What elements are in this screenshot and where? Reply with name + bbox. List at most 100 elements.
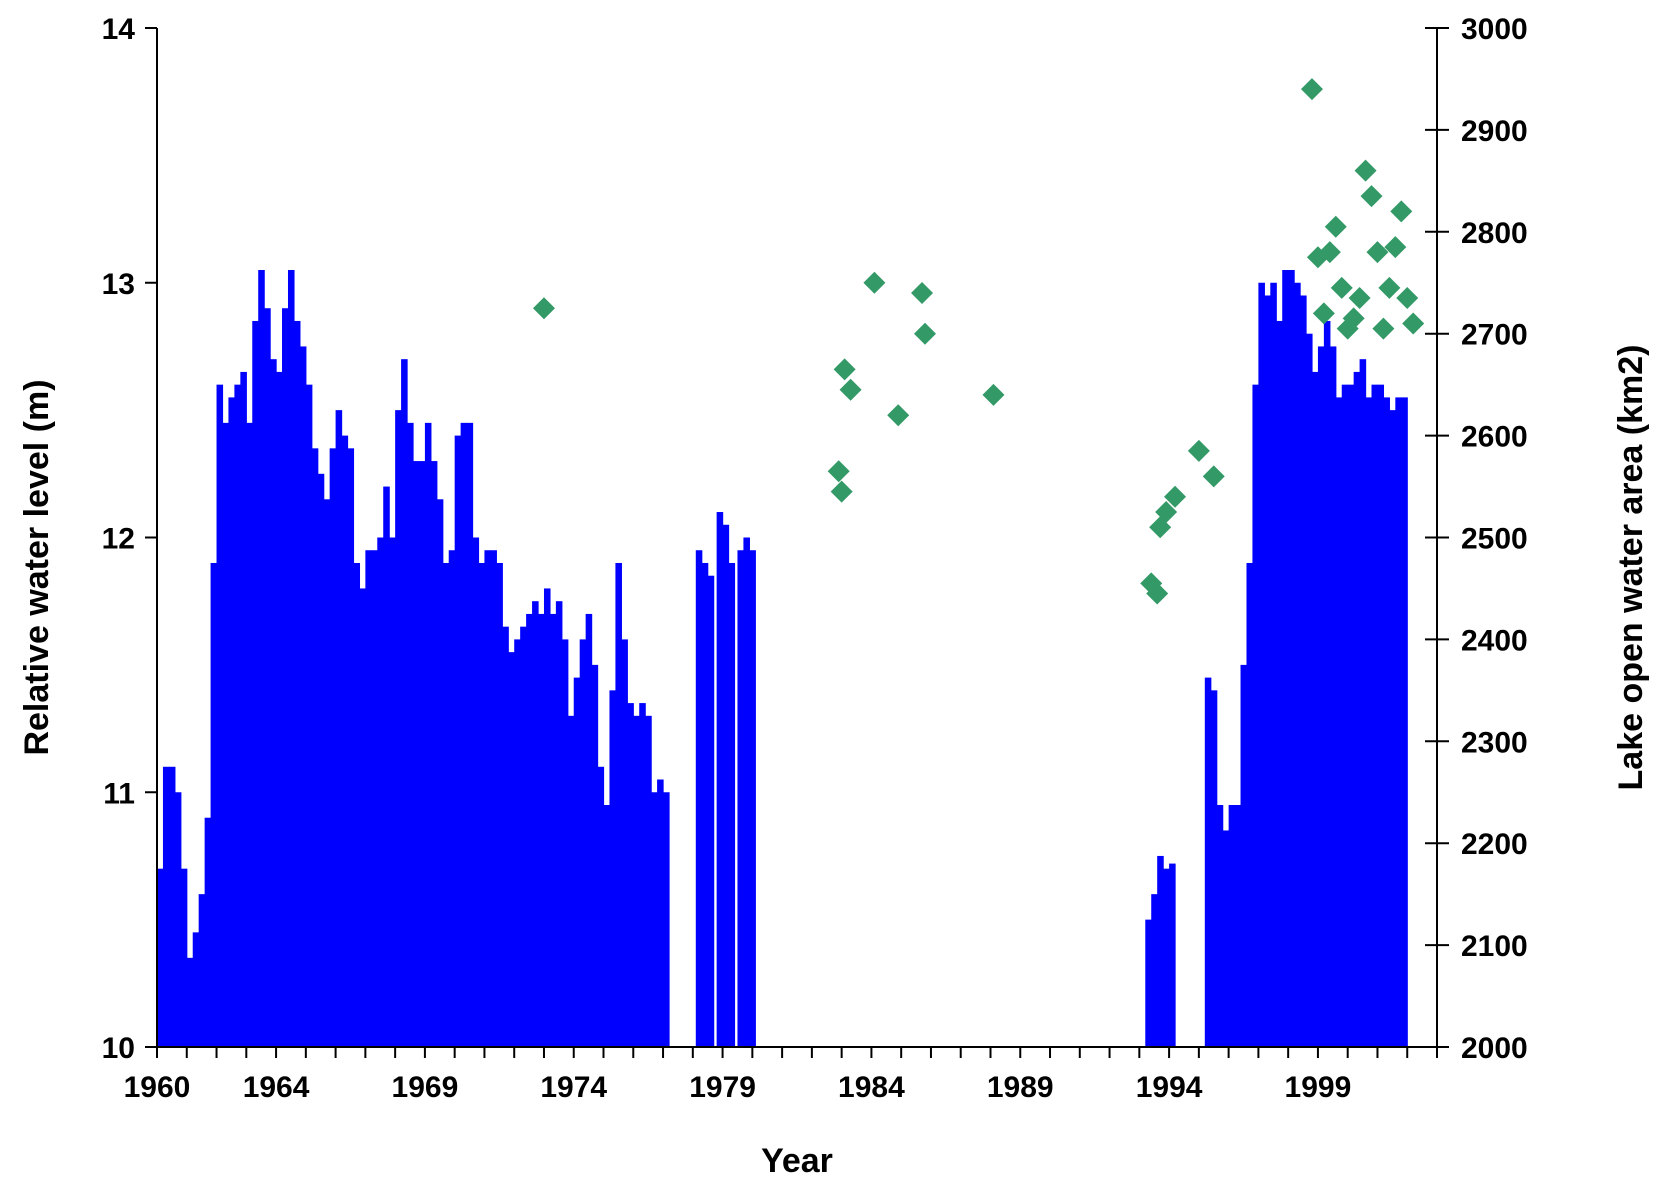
open-water-area-point: [1324, 215, 1347, 238]
open-water-area-point: [1330, 276, 1353, 299]
water-level-bar: [270, 359, 277, 1047]
water-level-bar: [335, 410, 343, 1048]
x-tick-label: 1979: [689, 1071, 756, 1104]
water-level-bar: [1204, 677, 1212, 1047]
water-level-bar: [1240, 664, 1248, 1048]
x-tick-label: 1960: [124, 1071, 191, 1104]
open-water-area-point: [833, 358, 856, 381]
water-level-bar: [228, 397, 235, 1047]
water-level-bar: [478, 562, 486, 1047]
y-right-tick-label: 2600: [1461, 421, 1528, 454]
y-axis-right-title: Lake open water area (km2): [1612, 345, 1650, 791]
water-level-bar: [1246, 562, 1254, 1047]
water-level-bar: [395, 410, 402, 1048]
water-level-bar: [743, 537, 750, 1047]
open-water-area-point: [1384, 236, 1407, 259]
open-water-area-point: [887, 404, 910, 427]
open-water-area-point: [1372, 317, 1395, 340]
water-level-bar: [1163, 868, 1170, 1047]
open-water-area-point: [1342, 307, 1365, 330]
water-level-bar: [234, 384, 241, 1047]
water-level-bar: [1383, 397, 1390, 1047]
y-right-tick-label: 2500: [1461, 523, 1528, 556]
water-level-bar: [1401, 397, 1408, 1047]
water-level-bar: [567, 715, 575, 1047]
water-level-bar: [1306, 333, 1313, 1047]
water-level-bar: [520, 626, 527, 1047]
water-level-bar: [347, 448, 355, 1048]
open-water-area-point: [1378, 276, 1401, 299]
open-water-area-point: [839, 378, 862, 401]
water-level-bar: [722, 524, 730, 1047]
water-level-bar: [323, 499, 331, 1047]
water-level-bar: [716, 512, 724, 1047]
water-level-bar: [204, 817, 212, 1047]
x-tick-label: 1989: [987, 1071, 1054, 1104]
water-level-bar: [1359, 359, 1367, 1047]
water-level-bar: [1317, 346, 1325, 1047]
water-level-bar: [639, 703, 646, 1047]
water-level-bar: [418, 461, 426, 1047]
water-level-bar: [174, 792, 182, 1047]
open-water-area-point: [1402, 312, 1425, 335]
water-level-bar: [258, 270, 265, 1047]
water-level-bar: [466, 422, 474, 1047]
water-level-bar: [543, 588, 551, 1047]
water-level-bar: [1341, 384, 1349, 1047]
water-level-bar: [186, 957, 194, 1047]
water-level-bar: [442, 562, 450, 1047]
water-level-bar: [627, 703, 634, 1047]
open-water-area-point: [914, 322, 936, 345]
y-right-tick-label: 2400: [1461, 624, 1528, 657]
water-level-bar: [389, 537, 396, 1047]
water-level-bar: [701, 562, 709, 1047]
y-right-tick-label: 2300: [1461, 726, 1528, 759]
water-level-bar: [1347, 384, 1355, 1047]
water-level-bar: [555, 601, 563, 1047]
water-level-bar: [377, 537, 384, 1047]
water-level-bar: [299, 346, 307, 1047]
water-level-bar: [579, 639, 587, 1047]
water-level-bar: [526, 613, 533, 1047]
y-right-tick-label: 2900: [1461, 115, 1528, 148]
water-level-bar: [1288, 270, 1295, 1047]
water-level-bar: [424, 422, 432, 1047]
water-level-bar: [430, 461, 438, 1047]
y-axis-left-title: Relative water level (m): [18, 379, 56, 755]
x-tick-label: 1969: [392, 1071, 459, 1104]
water-level-bar: [454, 435, 462, 1048]
water-level-bar: [621, 639, 628, 1047]
water-level-bar: [603, 804, 611, 1047]
open-water-area-point: [1146, 582, 1169, 605]
water-level-bar: [1294, 282, 1301, 1047]
water-level-bar: [1282, 270, 1289, 1047]
plot-area: [157, 78, 1425, 1048]
open-water-area-point: [982, 383, 1005, 406]
water-level-bar: [1222, 830, 1230, 1047]
water-level-bar: [1311, 371, 1319, 1047]
water-level-bar: [448, 550, 456, 1047]
open-water-area-point: [827, 460, 850, 483]
water-level-bar: [1252, 384, 1259, 1047]
water-level-bar: [532, 601, 539, 1047]
water-level-bar: [1169, 863, 1176, 1047]
open-water-area-point: [830, 480, 853, 503]
water-level-bar: [609, 690, 617, 1047]
water-level-bar: [287, 270, 295, 1047]
open-water-area-point: [1360, 185, 1383, 208]
y-right-tick-label: 2200: [1461, 828, 1528, 861]
water-level-bar: [585, 613, 593, 1047]
open-water-area-point: [863, 271, 886, 294]
water-level-bar: [633, 715, 640, 1047]
water-level-bar: [645, 715, 652, 1047]
open-water-area-point: [1354, 159, 1377, 182]
water-level-bar: [264, 308, 271, 1048]
water-level-bar: [549, 613, 557, 1047]
water-level-bar: [407, 422, 414, 1047]
water-level-bar: [1365, 397, 1373, 1047]
water-level-bar: [472, 537, 480, 1047]
water-level-bar: [737, 550, 745, 1047]
water-level-bar: [276, 371, 283, 1047]
water-level-bar: [1395, 397, 1402, 1047]
water-level-bar: [162, 766, 170, 1047]
